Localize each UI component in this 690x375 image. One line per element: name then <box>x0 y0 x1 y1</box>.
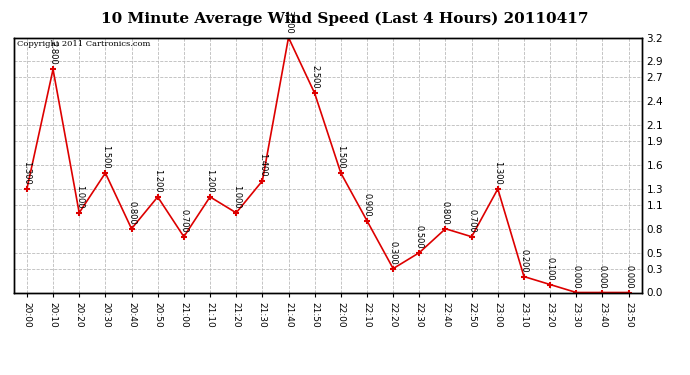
Text: Copyright 2011 Cartronics.com: Copyright 2011 Cartronics.com <box>17 40 150 48</box>
Text: 1.500: 1.500 <box>101 145 110 169</box>
Text: 0.000: 0.000 <box>624 265 633 288</box>
Text: 1.200: 1.200 <box>153 169 162 193</box>
Text: 0.000: 0.000 <box>572 265 581 288</box>
Text: 0.200: 0.200 <box>520 249 529 272</box>
Text: 0.900: 0.900 <box>362 193 371 217</box>
Text: 1.300: 1.300 <box>493 161 502 185</box>
Text: 0.700: 0.700 <box>467 209 476 232</box>
Text: 0.300: 0.300 <box>388 241 397 264</box>
Text: 0.800: 0.800 <box>127 201 136 225</box>
Text: 1.000: 1.000 <box>232 185 241 209</box>
Text: 10 Minute Average Wind Speed (Last 4 Hours) 20110417: 10 Minute Average Wind Speed (Last 4 Hou… <box>101 11 589 26</box>
Text: 1.400: 1.400 <box>258 153 267 177</box>
Text: 2.800: 2.800 <box>48 42 57 65</box>
Text: 0.800: 0.800 <box>441 201 450 225</box>
Text: 1.200: 1.200 <box>206 169 215 193</box>
Text: 1.500: 1.500 <box>336 145 345 169</box>
Text: 1.000: 1.000 <box>75 185 83 209</box>
Text: 0.100: 0.100 <box>546 257 555 280</box>
Text: 3.200: 3.200 <box>284 10 293 33</box>
Text: 0.500: 0.500 <box>415 225 424 249</box>
Text: 2.500: 2.500 <box>310 66 319 89</box>
Text: 1.300: 1.300 <box>22 161 31 185</box>
Text: 0.700: 0.700 <box>179 209 188 232</box>
Text: 0.000: 0.000 <box>598 265 607 288</box>
